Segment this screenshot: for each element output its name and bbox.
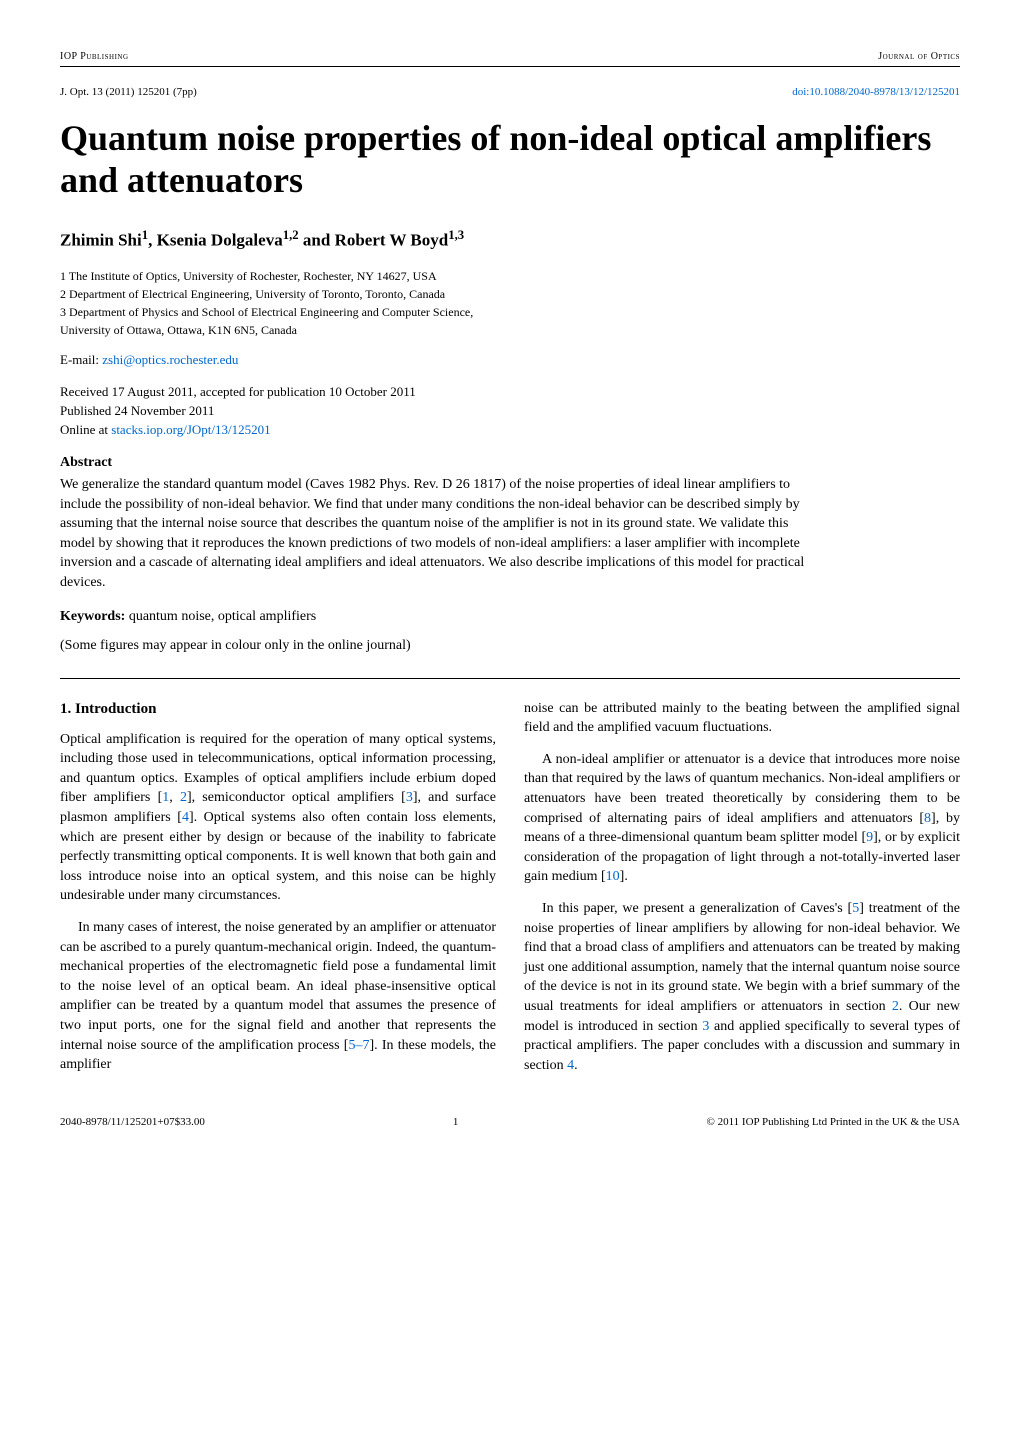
section-ref-2[interactable]: 2 — [892, 999, 899, 1014]
cite-3[interactable]: 3 — [406, 790, 413, 805]
affiliation-line: University of Ottawa, Ottawa, K1N 6N5, C… — [60, 321, 960, 339]
right-column: noise can be attributed mainly to the be… — [524, 699, 960, 1088]
keywords-label: Keywords: — [60, 609, 125, 624]
journal-citation: J. Opt. 13 (2011) 125201 (7pp) — [60, 85, 197, 100]
footer-page-number: 1 — [453, 1115, 459, 1130]
left-column: 1. Introduction Optical amplification is… — [60, 699, 496, 1088]
keywords-text: quantum noise, optical amplifiers — [125, 609, 316, 624]
intro-para-1: Optical amplification is required for th… — [60, 730, 496, 906]
footer-left: 2040-8978/11/125201+07$33.00 — [60, 1115, 205, 1130]
online-label: Online at — [60, 422, 111, 437]
publisher-name: IOP Publishing — [60, 50, 129, 64]
section-rule — [60, 678, 960, 679]
received-line: Received 17 August 2011, accepted for pu… — [60, 383, 960, 402]
affiliation-line: 3 Department of Physics and School of El… — [60, 303, 960, 321]
online-line: Online at stacks.iop.org/JOpt/13/125201 — [60, 421, 960, 440]
affiliations-block: 1 The Institute of Optics, University of… — [60, 267, 960, 339]
cite-10[interactable]: 10 — [606, 869, 620, 884]
page-footer: 2040-8978/11/125201+07$33.00 1 © 2011 IO… — [60, 1115, 960, 1130]
cite-5-7[interactable]: 5–7 — [348, 1038, 369, 1053]
affiliation-line: 1 The Institute of Optics, University of… — [60, 267, 960, 285]
paper-title: Quantum noise properties of non-ideal op… — [60, 118, 960, 201]
publisher-header-row: IOP Publishing Journal of Optics — [60, 50, 960, 64]
header-rule — [60, 66, 960, 67]
color-note: (Some figures may appear in colour only … — [60, 636, 960, 656]
footer-copyright: © 2011 IOP Publishing Ltd Printed in the… — [706, 1115, 960, 1130]
cite-8[interactable]: 8 — [924, 811, 931, 826]
abstract-text: We generalize the standard quantum model… — [60, 475, 820, 593]
doi-link[interactable]: doi:10.1088/2040-8978/13/12/125201 — [792, 85, 960, 100]
cite-4[interactable]: 4 — [182, 810, 189, 825]
cite-9[interactable]: 9 — [866, 830, 873, 845]
section-ref-4[interactable]: 4 — [567, 1058, 574, 1073]
intro-para-2-cont: noise can be attributed mainly to the be… — [524, 699, 960, 738]
journal-name: Journal of Optics — [878, 50, 960, 64]
cite-5[interactable]: 5 — [852, 901, 859, 916]
cite-2[interactable]: 2 — [180, 790, 187, 805]
citation-row: J. Opt. 13 (2011) 125201 (7pp) doi:10.10… — [60, 85, 960, 100]
intro-para-4: In this paper, we present a generalizati… — [524, 899, 960, 1075]
online-link[interactable]: stacks.iop.org/JOpt/13/125201 — [111, 422, 270, 437]
body-columns: 1. Introduction Optical amplification is… — [60, 699, 960, 1088]
email-line: E-mail: zshi@optics.rochester.edu — [60, 351, 960, 369]
section-1-heading: 1. Introduction — [60, 699, 496, 720]
intro-para-2: In many cases of interest, the noise gen… — [60, 918, 496, 1075]
keywords-line: Keywords: quantum noise, optical amplifi… — [60, 607, 960, 627]
published-line: Published 24 November 2011 — [60, 402, 960, 421]
author-list: Zhimin Shi1, Ksenia Dolgaleva1,2 and Rob… — [60, 227, 960, 252]
dates-block: Received 17 August 2011, accepted for pu… — [60, 383, 960, 440]
intro-para-3: A non-ideal amplifier or attenuator is a… — [524, 750, 960, 887]
email-label: E-mail: — [60, 352, 102, 367]
section-ref-3[interactable]: 3 — [702, 1019, 709, 1034]
affiliation-line: 2 Department of Electrical Engineering, … — [60, 285, 960, 303]
abstract-heading: Abstract — [60, 453, 960, 473]
cite-1[interactable]: 1 — [162, 790, 169, 805]
email-link[interactable]: zshi@optics.rochester.edu — [102, 352, 238, 367]
